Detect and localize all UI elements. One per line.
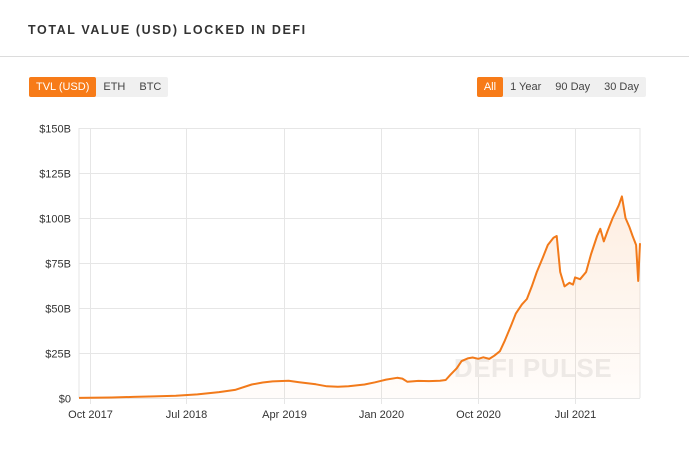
y-tick-label: $100B bbox=[39, 214, 71, 226]
x-tick-label: Jul 2021 bbox=[555, 409, 597, 421]
y-tick-label: $75B bbox=[45, 259, 71, 271]
x-tick-label: Apr 2019 bbox=[262, 409, 307, 421]
page-header: TOTAL VALUE (USD) LOCKED IN DEFI bbox=[0, 0, 689, 57]
series-layer bbox=[78, 195, 641, 399]
x-tick-label: Oct 2017 bbox=[68, 409, 113, 421]
x-tick-label: Jan 2020 bbox=[359, 409, 404, 421]
unit-tab-btc[interactable]: BTC bbox=[139, 81, 162, 93]
y-tick-label: $50B bbox=[45, 304, 71, 316]
page-title: TOTAL VALUE (USD) LOCKED IN DEFI bbox=[28, 23, 307, 37]
y-tick-label: $150B bbox=[39, 124, 71, 136]
y-tick-label: $0 bbox=[59, 394, 71, 406]
series-line bbox=[78, 195, 641, 399]
range-tab-all[interactable]: All bbox=[476, 77, 504, 97]
x-tick-label: Jul 2018 bbox=[166, 409, 208, 421]
series-area bbox=[79, 196, 640, 398]
y-axis: $0 $25B $50B $75B $100B $125B $150B bbox=[39, 124, 71, 406]
range-toggle: All 1 Year 90 Day 30 Day bbox=[476, 77, 646, 97]
unit-tab-tvl-usd[interactable]: TVL (USD) bbox=[29, 77, 97, 97]
x-axis: Oct 2017 Jul 2018 Apr 2019 Jan 2020 Oct 2020… bbox=[68, 409, 596, 421]
range-tab-1-year[interactable]: 1 Year bbox=[510, 81, 542, 93]
x-tick-label: Oct 2020 bbox=[456, 409, 501, 421]
unit-toggle: TVL (USD) ETH BTC bbox=[29, 77, 169, 97]
range-tab-30-day[interactable]: 30 Day bbox=[604, 81, 639, 93]
y-tick-label: $25B bbox=[45, 349, 71, 361]
y-tick-label: $125B bbox=[39, 169, 71, 181]
unit-tab-eth[interactable]: ETH bbox=[103, 81, 126, 93]
range-tab-90-day[interactable]: 90 Day bbox=[555, 81, 591, 93]
